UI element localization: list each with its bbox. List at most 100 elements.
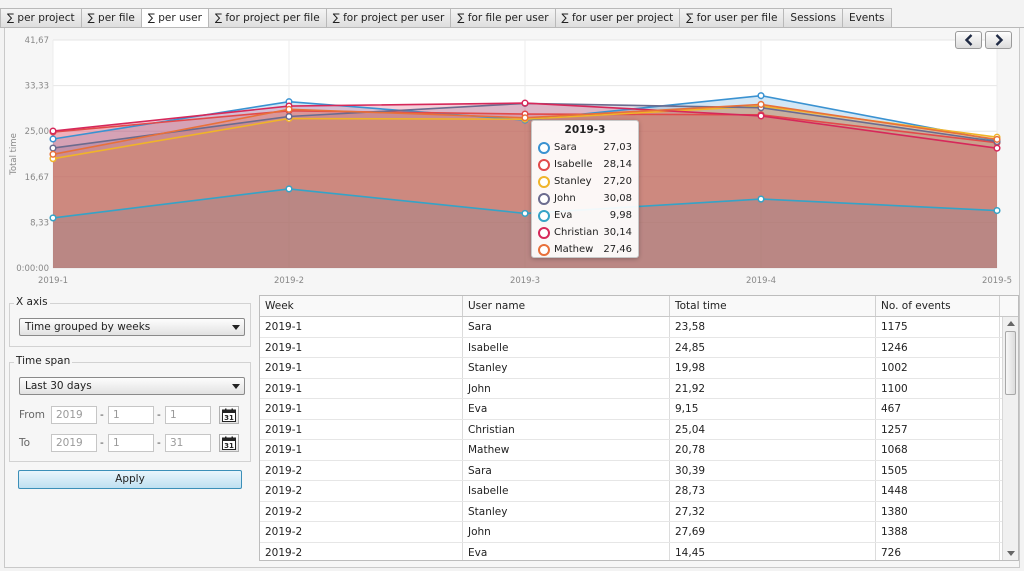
table-row[interactable]: 2019-2 Sara 30,39 1505	[260, 460, 1018, 481]
data-point-eva[interactable]	[49, 214, 57, 222]
table-cell: 1380	[876, 501, 1000, 521]
tab-content: 0:00:00 8,33 16,67 25,00 33,33 41,67 2019-1 201…	[4, 28, 1020, 568]
time-span-group: Time span Last 30 days From 2019 - 1 - 1…	[9, 355, 251, 462]
y-tick-label: 41,67	[25, 36, 49, 46]
tab-per-file[interactable]: ∑ per file	[80, 8, 142, 27]
to-month-field[interactable]: 1	[108, 434, 154, 452]
table-cell: 1175	[876, 317, 1000, 337]
x-axis-select[interactable]: Time grouped by weeks	[19, 318, 245, 336]
table-row[interactable]: 2019-2 John 27,69 1388	[260, 522, 1018, 543]
tab-events[interactable]: Events	[841, 8, 892, 27]
data-point-christian[interactable]	[521, 99, 529, 107]
area-stanley	[53, 106, 997, 269]
data-point-sara[interactable]	[757, 92, 765, 100]
tab-per-user[interactable]: ∑ per user	[140, 8, 209, 28]
table-cell: 2019-2	[260, 542, 463, 560]
data-point-john[interactable]	[49, 144, 57, 152]
tab-for-project-per-user[interactable]: ∑ for project per user	[325, 8, 452, 27]
tooltip-series-value: 27,03	[603, 142, 632, 153]
table-row[interactable]: 2019-1 Christian 25,04 1257	[260, 419, 1018, 440]
tab-for-user-per-project[interactable]: ∑ for user per project	[554, 8, 681, 27]
table-row[interactable]: 2019-2 Eva 14,45 726	[260, 542, 1018, 560]
data-point-mathew[interactable]	[49, 150, 57, 158]
table-cell: 2019-1	[260, 317, 463, 337]
tooltip-series-name: Eva	[554, 210, 573, 221]
data-point-mathew[interactable]	[285, 105, 293, 113]
data-point-eva[interactable]	[993, 206, 1001, 215]
to-label: To	[19, 437, 31, 449]
table-cell: 23,58	[670, 317, 876, 337]
table-scrollbar[interactable]	[1002, 317, 1018, 560]
data-point-christian[interactable]	[993, 144, 1001, 152]
x-axis-group: X axis Time grouped by weeks	[9, 296, 251, 347]
data-point-mathew[interactable]	[993, 135, 1001, 143]
tab-per-project[interactable]: ∑ per project	[0, 8, 82, 27]
dropdown-arrow-icon	[232, 325, 240, 330]
table-row[interactable]: 2019-1 Isabelle 24,85 1246	[260, 337, 1018, 358]
table-cell: Stanley	[463, 501, 670, 521]
data-point-christian[interactable]	[49, 127, 57, 135]
scroll-thumb[interactable]	[1005, 331, 1016, 395]
scroll-down-icon[interactable]	[1007, 551, 1015, 556]
tab-for-user-per-file[interactable]: ∑ for user per file	[679, 8, 785, 27]
from-day-field[interactable]: 1	[165, 406, 211, 424]
from-label: From	[19, 409, 46, 421]
series-marker-icon	[538, 175, 550, 188]
from-year-field[interactable]: 2019	[51, 406, 97, 424]
data-point-eva[interactable]	[285, 185, 293, 193]
table-cell: 1388	[876, 522, 1000, 542]
table-row[interactable]: 2019-1 Sara 23,58 1175	[260, 317, 1018, 338]
table-row[interactable]: 2019-2 Stanley 27,32 1380	[260, 501, 1018, 522]
tab-for-project-per-file[interactable]: ∑ for project per file	[207, 8, 327, 27]
tab-sessions[interactable]: Sessions	[783, 8, 843, 27]
results-table: Week User name Total time No. of events 201…	[259, 295, 1019, 561]
table-cell: John	[463, 378, 670, 398]
tooltip-series-name: Christian	[554, 227, 599, 238]
prev-button[interactable]	[955, 31, 982, 49]
data-point-eva[interactable]	[521, 209, 529, 217]
tab-for-file-per-user[interactable]: ∑ for file per user	[450, 8, 556, 27]
column-header[interactable]: Week	[260, 296, 463, 316]
area-isabelle	[53, 110, 997, 268]
table-cell: 2019-1	[260, 440, 463, 460]
tooltip-row: John 30,08	[538, 190, 632, 207]
area-eva	[53, 188, 997, 268]
apply-button[interactable]: Apply	[18, 470, 242, 489]
to-year-field[interactable]: 2019	[51, 434, 97, 452]
table-row[interactable]: 2019-2 Isabelle 28,73 1448	[260, 481, 1018, 502]
data-point-eva[interactable]	[757, 195, 765, 203]
data-point-mathew[interactable]	[521, 114, 529, 122]
column-header[interactable]: User name	[463, 296, 670, 316]
y-tick-label: 33,33	[25, 82, 49, 92]
scroll-up-icon[interactable]	[1007, 321, 1015, 326]
column-header[interactable]: No. of events	[876, 296, 1000, 316]
table-cell: 2019-1	[260, 419, 463, 439]
table-cell: 2019-2	[260, 481, 463, 501]
table-row[interactable]: 2019-1 John 21,92 1100	[260, 378, 1018, 399]
tooltip-title: 2019-3	[564, 124, 606, 136]
to-calendar-button[interactable]: 31	[219, 434, 239, 452]
data-point-mathew[interactable]	[757, 100, 765, 108]
column-header[interactable]: Total time	[670, 296, 876, 316]
x-axis-select-value: Time grouped by weeks	[25, 321, 151, 333]
time-span-select[interactable]: Last 30 days	[19, 377, 245, 395]
tooltip-row: Christian 30,14	[538, 224, 632, 241]
table-cell: 726	[876, 542, 1000, 560]
table-cell: 2019-1	[260, 358, 463, 378]
table-cell: 24,85	[670, 337, 876, 357]
data-point-christian[interactable]	[757, 112, 765, 120]
table-cell: 30,39	[670, 460, 876, 480]
from-calendar-button[interactable]: 31	[219, 406, 239, 424]
table-row[interactable]: 2019-1 Stanley 19,98 1002	[260, 358, 1018, 379]
data-point-sara[interactable]	[49, 135, 57, 143]
table-cell: Mathew	[463, 440, 670, 460]
from-month-field[interactable]: 1	[108, 406, 154, 424]
to-day-field[interactable]: 31	[165, 434, 211, 452]
tooltip-series-name: Stanley	[554, 176, 592, 187]
data-point-john[interactable]	[285, 112, 293, 121]
series-marker-icon	[538, 158, 550, 171]
next-button[interactable]	[985, 31, 1012, 49]
table-cell: 21,92	[670, 378, 876, 398]
table-row[interactable]: 2019-1 Eva 9,15 467	[260, 399, 1018, 420]
table-row[interactable]: 2019-1 Mathew 20,78 1068	[260, 440, 1018, 461]
